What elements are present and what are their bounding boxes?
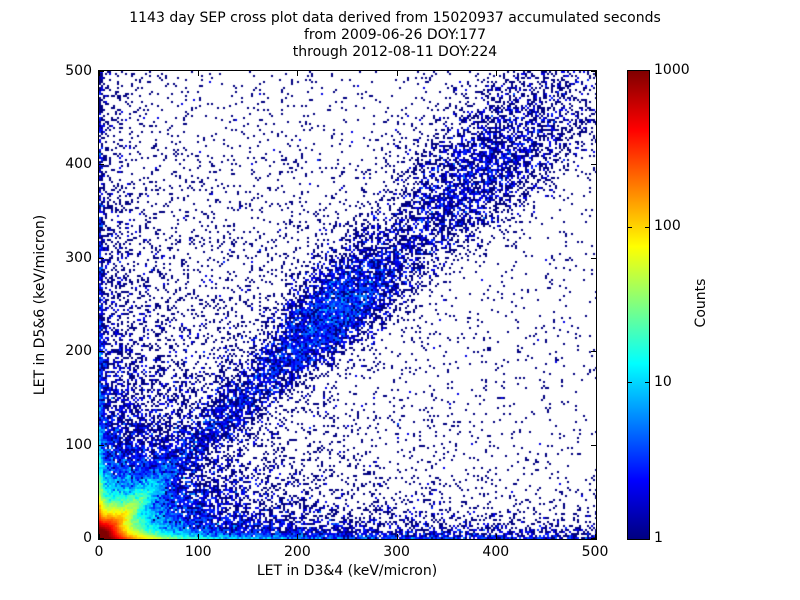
colorbar-tick-label: 10 bbox=[654, 374, 672, 390]
colorbar-tick-label: 1 bbox=[654, 530, 663, 546]
colorbar-tick-mark bbox=[645, 227, 649, 228]
title-line-2: from 2009-06-26 DOY:177 bbox=[303, 27, 486, 43]
y-tick-label: 400 bbox=[65, 156, 92, 173]
x-tick-label: 500 bbox=[581, 544, 609, 560]
colorbar-tick-mark bbox=[628, 227, 632, 228]
colorbar-tick-label: 1000 bbox=[654, 62, 690, 78]
x-axis-label: LET in D3&4 (keV/micron) bbox=[256, 563, 438, 579]
tick-mark bbox=[496, 71, 497, 76]
tick-mark bbox=[99, 534, 100, 539]
colorbar-tick-mark bbox=[645, 382, 649, 383]
y-tick-label: 200 bbox=[65, 343, 92, 360]
tick-mark bbox=[591, 258, 596, 259]
x-tick-label: 400 bbox=[482, 544, 510, 560]
y-tick-label: 100 bbox=[65, 436, 92, 453]
y-tick-label: 500 bbox=[65, 63, 92, 79]
tick-mark bbox=[198, 534, 199, 539]
scatter-canvas bbox=[99, 71, 596, 539]
tick-mark bbox=[99, 71, 100, 76]
tick-mark bbox=[591, 164, 596, 165]
tick-mark bbox=[496, 534, 497, 539]
tick-mark bbox=[198, 71, 199, 76]
chart-title: 1143 day SEP cross plot data derived fro… bbox=[0, 10, 790, 61]
tick-mark bbox=[99, 351, 104, 352]
tick-mark bbox=[99, 445, 104, 446]
colorbar bbox=[627, 70, 650, 540]
plot-area bbox=[98, 70, 597, 540]
tick-mark bbox=[397, 534, 398, 539]
colorbar-axis-label: Counts bbox=[693, 278, 709, 328]
tick-mark bbox=[297, 71, 298, 76]
tick-mark bbox=[397, 71, 398, 76]
tick-mark bbox=[99, 71, 104, 72]
tick-mark bbox=[591, 538, 596, 539]
title-line-3: through 2012-08-11 DOY:224 bbox=[292, 44, 498, 60]
tick-mark bbox=[591, 71, 596, 72]
y-tick-label: 300 bbox=[65, 249, 92, 266]
x-tick-label: 0 bbox=[94, 544, 104, 560]
x-tick-label: 200 bbox=[284, 544, 311, 560]
tick-mark bbox=[591, 445, 596, 446]
colorbar-tick-mark bbox=[628, 382, 632, 383]
tick-mark bbox=[99, 538, 104, 539]
title-line-1: 1143 day SEP cross plot data derived fro… bbox=[129, 10, 661, 26]
tick-mark bbox=[297, 534, 298, 539]
colorbar-tick-label: 100 bbox=[654, 218, 681, 234]
y-tick-label: 0 bbox=[83, 530, 92, 546]
tick-mark bbox=[591, 351, 596, 352]
x-tick-label: 300 bbox=[383, 544, 410, 560]
tick-mark bbox=[99, 164, 104, 165]
x-tick-label: 100 bbox=[184, 544, 212, 560]
tick-mark bbox=[595, 71, 596, 76]
tick-mark bbox=[99, 258, 104, 259]
y-axis-label: LET in D5&6 (keV/micron) bbox=[32, 214, 48, 396]
tick-mark bbox=[595, 534, 596, 539]
